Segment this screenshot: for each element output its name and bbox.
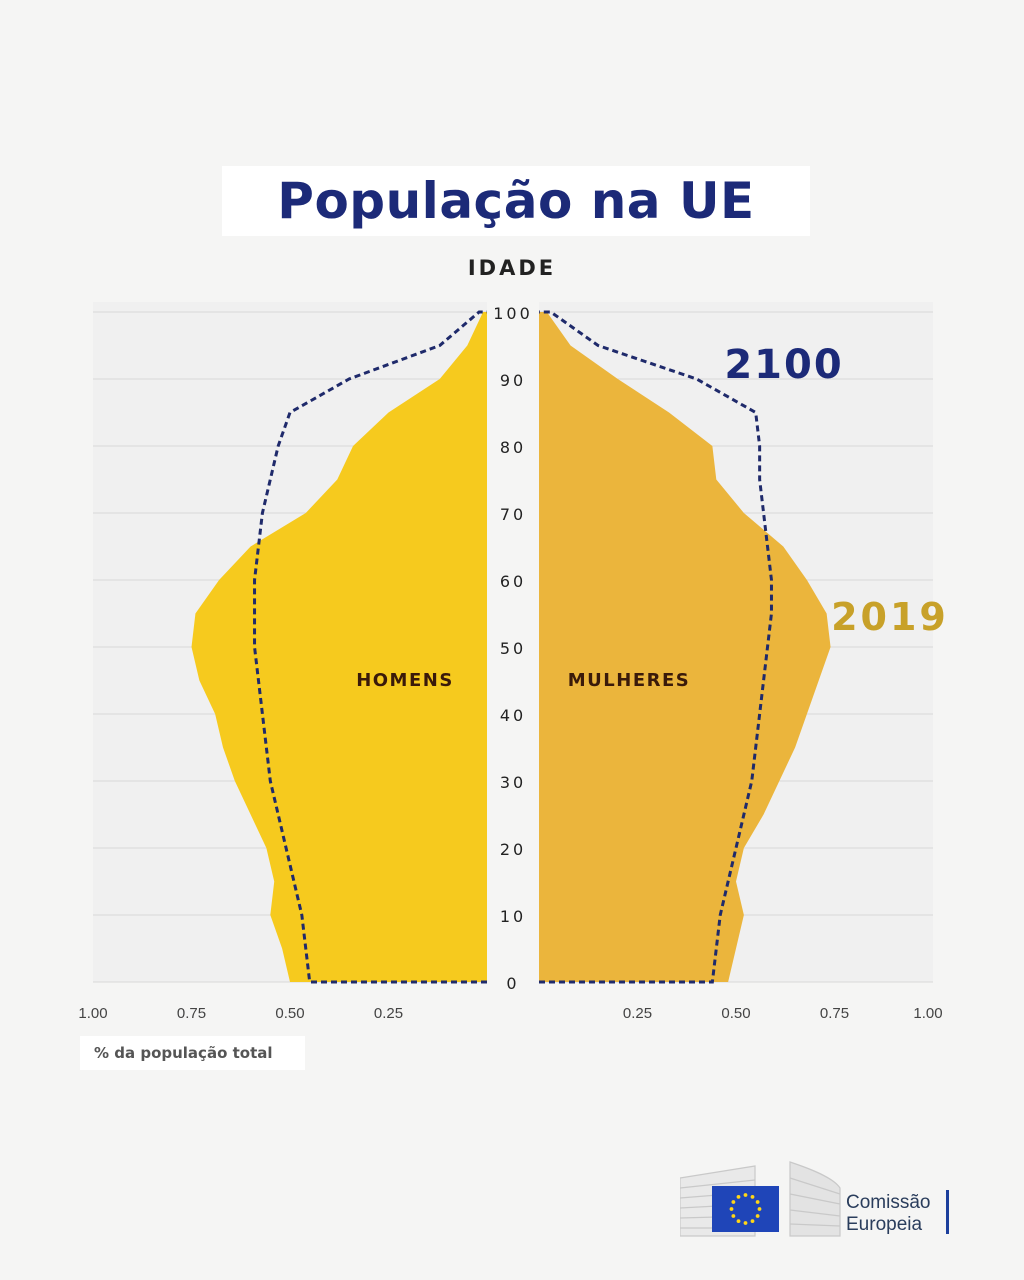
x-tick-label: 0.75 bbox=[177, 1005, 206, 1022]
men-2019-area bbox=[191, 312, 487, 982]
age-axis-label: IDADE bbox=[467, 256, 557, 280]
y-tick-label: 90 bbox=[500, 371, 526, 390]
y-tick-labels: 0 10 20 30 40 50 60 70 80 90 100 bbox=[493, 304, 533, 993]
y-tick-label: 10 bbox=[500, 907, 526, 926]
y-tick-label: 50 bbox=[500, 639, 526, 658]
eu-star-icon bbox=[750, 1194, 755, 1199]
eu-star-icon bbox=[743, 1221, 748, 1225]
men-group-label: HOMENS bbox=[356, 670, 454, 691]
footnote-box: % da população total bbox=[80, 1036, 305, 1070]
x-tick-labels: 1.00 0.75 0.50 0.25 0.25 0.50 0.75 1.00 bbox=[78, 1005, 942, 1022]
eu-star-icon bbox=[731, 1214, 736, 1218]
ec-logo-line2: Europeia bbox=[846, 1214, 923, 1235]
eu-star-icon bbox=[755, 1200, 760, 1204]
x-tick-label: 1.00 bbox=[913, 1005, 942, 1022]
eu-star-icon bbox=[743, 1193, 748, 1197]
y-tick-label: 40 bbox=[500, 706, 526, 725]
population-pyramid-chart: 0 10 20 30 40 50 60 70 80 90 100 1.00 0.75 0.50 0.25 0… bbox=[78, 302, 949, 1022]
year-2100-label: 2100 bbox=[724, 342, 843, 388]
eu-star-icon bbox=[755, 1214, 760, 1218]
eu-stars-icon bbox=[729, 1193, 762, 1225]
eu-star-icon bbox=[731, 1200, 736, 1204]
x-tick-label: 0.25 bbox=[374, 1005, 403, 1022]
page-title: População na UE bbox=[277, 172, 755, 230]
eu-flag-icon bbox=[712, 1186, 779, 1232]
year-2019-label: 2019 bbox=[831, 595, 949, 639]
y-tick-label: 30 bbox=[500, 773, 526, 792]
eu-star-icon bbox=[757, 1207, 762, 1211]
eu-star-icon bbox=[736, 1194, 741, 1199]
x-tick-label: 1.00 bbox=[78, 1005, 107, 1022]
ec-logo-line1: Comissão bbox=[846, 1192, 931, 1213]
x-tick-label: 0.25 bbox=[623, 1005, 652, 1022]
women-2019-area bbox=[539, 312, 831, 982]
women-group-label: MULHERES bbox=[568, 670, 690, 691]
y-tick-label: 80 bbox=[500, 438, 526, 457]
eu-star-icon bbox=[750, 1219, 755, 1224]
y-tick-label: 100 bbox=[493, 304, 533, 323]
european-commission-logo bbox=[680, 1161, 841, 1237]
ec-logo-text: Comissão Europeia bbox=[846, 1192, 930, 1236]
title-box: População na UE bbox=[222, 166, 810, 236]
y-tick-label: 0 bbox=[506, 974, 519, 993]
projection-2100-right-line bbox=[539, 310, 773, 984]
y-tick-label: 60 bbox=[500, 572, 526, 591]
x-tick-label: 0.75 bbox=[820, 1005, 849, 1022]
ec-logo-divider bbox=[946, 1190, 949, 1234]
x-tick-label: 0.50 bbox=[721, 1005, 750, 1022]
x-tick-label: 0.50 bbox=[275, 1005, 304, 1022]
eu-star-icon bbox=[729, 1207, 734, 1211]
y-tick-label: 20 bbox=[500, 840, 526, 859]
x-axis-footnote: % da população total bbox=[94, 1044, 273, 1062]
eu-star-icon bbox=[736, 1219, 741, 1224]
y-tick-label: 70 bbox=[500, 505, 526, 524]
